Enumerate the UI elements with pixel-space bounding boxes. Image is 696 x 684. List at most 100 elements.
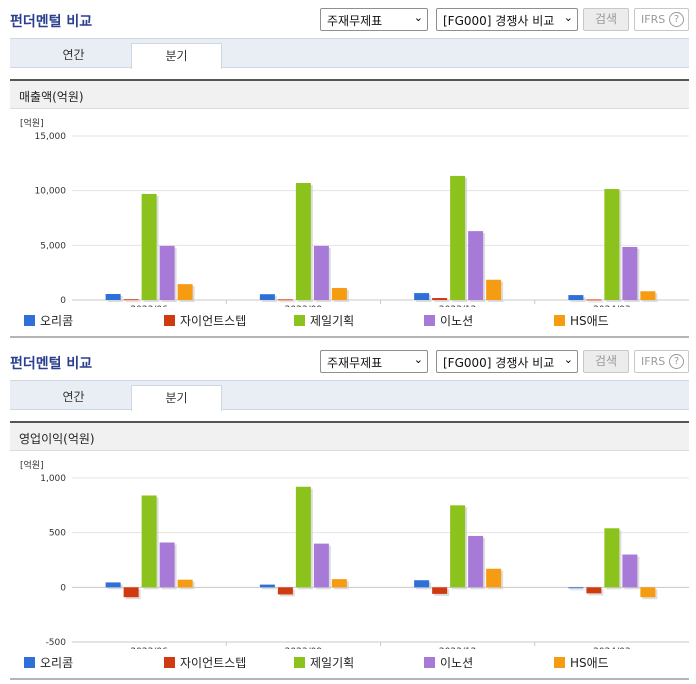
- bar: [259, 294, 275, 300]
- legend-swatch: [554, 657, 565, 668]
- bar: [414, 580, 430, 588]
- bar: [414, 293, 430, 300]
- legend-item[interactable]: 제일기획: [294, 312, 354, 328]
- statement-select-value: 주재무제표: [327, 356, 383, 370]
- bar: [450, 175, 466, 300]
- legend-label: 자이언트스텝: [180, 314, 247, 328]
- y-tick-label: 0: [60, 296, 66, 306]
- bar: [604, 528, 620, 588]
- legend-swatch: [294, 657, 305, 668]
- legend-item[interactable]: 이노션: [424, 312, 473, 328]
- bar: [586, 299, 602, 301]
- bar: [486, 279, 502, 300]
- legend-label: 제일기획: [310, 656, 355, 670]
- search-button[interactable]: 검색: [583, 350, 629, 373]
- bar-shadow: [261, 586, 277, 590]
- x-tick-label: 2023/09: [285, 305, 323, 307]
- bar: [177, 284, 193, 300]
- legend-swatch: [554, 315, 565, 326]
- bar: [486, 568, 502, 588]
- statement-select[interactable]: 주재무제표 ⌄: [320, 350, 428, 373]
- unit-label: [억원]: [20, 117, 44, 129]
- legend-item[interactable]: 자이언트스텝: [164, 654, 246, 670]
- bar: [313, 245, 329, 300]
- ifrs-button[interactable]: IFRS?: [634, 350, 689, 373]
- legend-item[interactable]: 자이언트스텝: [164, 312, 246, 328]
- bar-shadow: [570, 589, 586, 591]
- bar: [123, 299, 139, 301]
- legend-swatch: [164, 657, 175, 668]
- revenue-chart: [억원] 0 5,000 10,000 15,000 2023/06 2023/09 2023…: [10, 112, 689, 307]
- unit-label: [억원]: [20, 459, 44, 471]
- section-title: 펀더멘털 비교: [10, 356, 93, 372]
- x-tick-label: 2024/03: [593, 305, 630, 307]
- legend-label: 제일기획: [310, 314, 355, 328]
- fundamental-section-revenue: 펀더멘털 비교 주재무제표 ⌄ [FG000] 경쟁사 비교 ⌄ 검색 IFRS? …: [0, 0, 696, 340]
- ifrs-label: IFRS: [641, 355, 666, 368]
- legend-item[interactable]: 이노션: [424, 654, 473, 670]
- bar: [432, 587, 448, 594]
- ifrs-button[interactable]: IFRS?: [634, 8, 689, 31]
- help-icon: ?: [669, 12, 684, 27]
- bar: [450, 505, 466, 588]
- legend-item[interactable]: HS애드: [554, 654, 609, 670]
- legend-label: 이노션: [440, 314, 474, 328]
- chart-legend: 오리콤 자이언트스텝 제일기획 이노션 HS애드: [24, 654, 684, 672]
- bar: [468, 535, 484, 588]
- bar: [331, 579, 347, 588]
- legend-item[interactable]: 제일기획: [294, 654, 354, 670]
- legend-label: 오리콤: [40, 314, 74, 328]
- group-select[interactable]: [FG000] 경쟁사 비교 ⌄: [436, 8, 578, 31]
- tab-annual[interactable]: 연간: [62, 48, 85, 62]
- y-tick-label: 10,000: [35, 187, 67, 197]
- legend-swatch: [24, 657, 35, 668]
- section-divider: [10, 678, 689, 680]
- x-tick-label: 2023/06: [130, 647, 168, 649]
- bar: [331, 287, 347, 300]
- bar: [259, 584, 275, 588]
- chevron-down-icon: ⌄: [563, 353, 573, 366]
- bar: [295, 183, 311, 300]
- x-tick-label: 2023/06: [130, 305, 168, 307]
- tab-annual[interactable]: 연간: [62, 390, 85, 404]
- legend-label: HS애드: [570, 314, 609, 328]
- operating-profit-chart: [억원] -500 0 500 1,000 2023/06 2023/09 2023/12 20…: [10, 454, 689, 649]
- y-tick-label: -500: [46, 638, 67, 648]
- period-tabs: 연간 분기: [10, 38, 689, 69]
- bar: [604, 189, 620, 300]
- legend-item[interactable]: 오리콤: [24, 654, 73, 670]
- tab-quarterly[interactable]: 분기: [131, 43, 222, 69]
- chevron-down-icon: ⌄: [563, 11, 573, 24]
- ifrs-label: IFRS: [641, 13, 666, 26]
- legend-swatch: [164, 315, 175, 326]
- group-select[interactable]: [FG000] 경쟁사 비교 ⌄: [436, 350, 578, 373]
- bar: [468, 231, 484, 300]
- x-tick-label: 2023/12: [439, 647, 476, 649]
- bar: [105, 293, 121, 300]
- bar: [177, 579, 193, 588]
- legend-item[interactable]: HS애드: [554, 312, 609, 328]
- bar: [159, 542, 175, 588]
- bar: [313, 543, 329, 588]
- search-button[interactable]: 검색: [583, 8, 629, 31]
- help-icon: ?: [669, 354, 684, 369]
- legend-swatch: [24, 315, 35, 326]
- bar: [622, 554, 638, 588]
- panel-title: 매출액(억원): [10, 79, 689, 109]
- x-tick-label: 2023/12: [439, 305, 476, 307]
- statement-select[interactable]: 주재무제표 ⌄: [320, 8, 428, 31]
- y-tick-label: 1,000: [40, 474, 66, 484]
- x-tick-label: 2023/09: [285, 647, 323, 649]
- y-tick-label: 0: [60, 583, 66, 593]
- bar: [295, 486, 311, 588]
- x-tick-label: 2024/03: [593, 647, 630, 649]
- bar-shadow: [279, 301, 295, 303]
- legend-item[interactable]: 오리콤: [24, 312, 73, 328]
- bar: [141, 193, 157, 300]
- chart-legend: 오리콤 자이언트스텝 제일기획 이노션 HS애드: [24, 312, 684, 330]
- tab-quarterly[interactable]: 분기: [131, 385, 222, 411]
- section-divider: [10, 336, 689, 338]
- bar-shadow: [125, 301, 141, 303]
- bar: [277, 587, 293, 595]
- y-tick-label: 500: [49, 529, 66, 539]
